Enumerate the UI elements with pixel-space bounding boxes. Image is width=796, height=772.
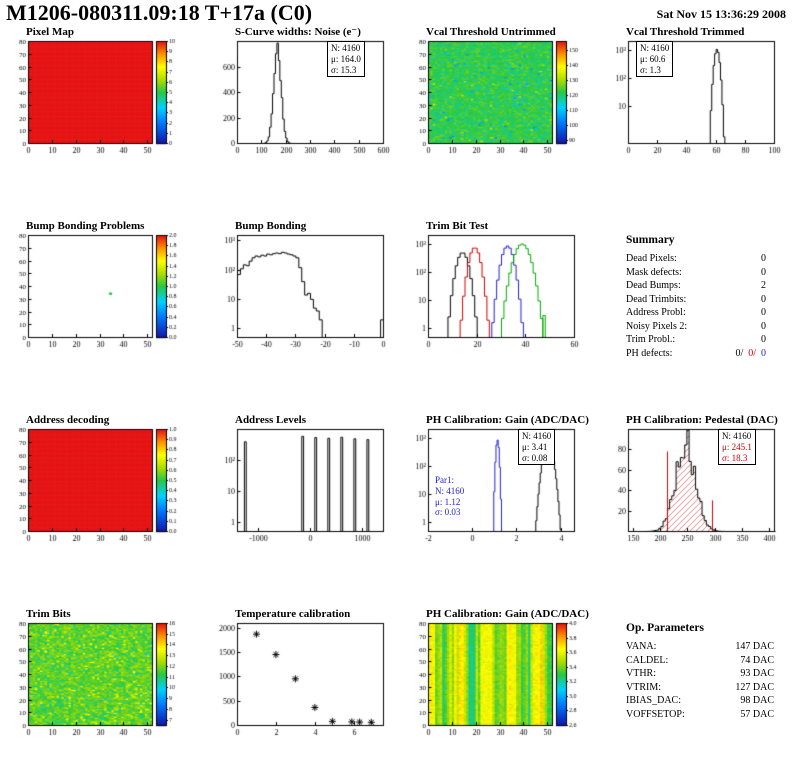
stats-box: N: 4160 μ: 245.1 σ: 18.3 xyxy=(718,429,756,466)
trim-bits-map-panel: Trim Bits xyxy=(2,608,202,758)
op-parameters-panel: Op. Parameters VANA: 147 DAC CALDEL: 74 DAC… xyxy=(626,622,774,721)
summary-panel: Summary Dead Pixels: 0 Mask defects: 0 Dead … xyxy=(626,234,766,360)
op-parameters-rows: VANA: 147 DAC CALDEL: 74 DAC VTHR: 93 DAC VTRI… xyxy=(626,640,774,721)
stats-box: N: 4160 μ: 60.6 σ: 1.3 xyxy=(636,41,674,78)
panel-row: Trim Probl.: 0 xyxy=(626,334,766,345)
vcal-untrimmed-canvas xyxy=(402,39,602,171)
panel-row: Address Probl: 0 xyxy=(626,307,766,318)
timestamp: Sat Nov 15 13:36:29 2008 xyxy=(656,7,786,21)
panel-row: VOFFSETOP: 57 DAC xyxy=(626,708,774,720)
chart-title: Address decoding xyxy=(26,414,110,426)
vcal-untrimmed-panel: Vcal Threshold Untrimmed xyxy=(402,26,602,176)
ph-pedestal-canvas xyxy=(602,427,796,559)
temperature-calibration-panel: Temperature calibration xyxy=(211,608,411,758)
ph-pedestal-panel: PH Calibration: Pedestal (DAC) N: 4160 μ:… xyxy=(602,414,796,564)
panel-row: Mask defects: 0 xyxy=(626,266,766,278)
summary-title: Summary xyxy=(626,234,675,246)
bump-problems-panel: Bump Bonding Problems xyxy=(2,220,202,370)
panel-row: CALDEL: 74 DAC xyxy=(626,654,774,666)
ph-gain-map-canvas xyxy=(402,621,602,753)
panel-row: Dead Pixels: 0 xyxy=(626,253,766,264)
scurve-noise-canvas xyxy=(211,39,411,171)
temperature-calibration-canvas xyxy=(211,621,411,753)
chart-title: Trim Bits xyxy=(26,608,71,620)
bump-bonding-panel: Bump Bonding xyxy=(211,220,411,370)
panel-row: VTHR: 93 DAC xyxy=(626,668,774,679)
vcal-trimmed-panel: Vcal Threshold Trimmed N: 4160 μ: 60.6 σ: … xyxy=(602,26,796,176)
chart-title: Address Levels xyxy=(235,414,306,426)
address-levels-panel: Address Levels xyxy=(211,414,411,564)
bump-bonding-canvas xyxy=(211,233,411,365)
scurve-noise-panel: S-Curve widths: Noise (e⁻) N: 4160 μ: 164… xyxy=(211,26,411,176)
stats-box: N: 4160 μ: 3.41 σ: 0.08 xyxy=(518,429,556,466)
panel-row: VANA: 147 DAC xyxy=(626,641,774,652)
panel-row: VTRIM: 127 DAC xyxy=(626,681,774,693)
pixel-map-panel: Pixel Map xyxy=(2,26,202,176)
summary-rows: Dead Pixels: 0 Mask defects: 0 Dead Bumps: 2 D… xyxy=(626,252,766,360)
chart-title: Bump Bonding Problems xyxy=(26,220,145,232)
chart-title: S-Curve widths: Noise (e⁻) xyxy=(235,26,361,38)
chart-title: PH Calibration: Gain (ADC/DAC) xyxy=(426,414,589,426)
address-levels-canvas xyxy=(211,427,411,559)
vcal-trimmed-canvas xyxy=(602,39,796,171)
bump-problems-canvas xyxy=(2,233,202,365)
trim-bit-test-panel: Trim Bit Test xyxy=(402,220,602,370)
address-decoding-canvas xyxy=(2,427,202,559)
ph-gain-map-panel: PH Calibration: Gain (ADC/DAC) xyxy=(402,608,602,758)
op-parameters-title: Op. Parameters xyxy=(626,622,704,634)
ph-gain-hist-canvas xyxy=(402,427,602,559)
panel-row: Dead Bumps: 2 xyxy=(626,280,766,291)
chart-title: PH Calibration: Pedestal (DAC) xyxy=(626,414,778,426)
chart-title: Temperature calibration xyxy=(235,608,351,620)
address-decoding-panel: Address decoding xyxy=(2,414,202,564)
chart-title: PH Calibration: Gain (ADC/DAC) xyxy=(426,608,589,620)
chart-title: Bump Bonding xyxy=(235,220,307,232)
chart-title: Trim Bit Test xyxy=(426,220,489,232)
chart-title: Vcal Threshold Untrimmed xyxy=(426,26,556,38)
stats-box: Par1: N: 4160 μ: 1.12 σ: 0.03 xyxy=(435,475,465,518)
chart-title: Pixel Map xyxy=(26,26,74,38)
panel-row: Dead Trimbits: 0 xyxy=(626,293,766,305)
chart-title: Vcal Threshold Trimmed xyxy=(626,26,745,38)
stats-box: N: 4160 μ: 164.0 σ: 15.3 xyxy=(327,41,365,78)
panel-row-ph-defects: PH defects: 0/0/0 xyxy=(626,347,766,359)
trim-bit-test-canvas xyxy=(402,233,602,365)
ph-gain-hist-panel: PH Calibration: Gain (ADC/DAC) N: 4160 μ:… xyxy=(402,414,602,564)
panel-row: Noisy Pixels 2: 0 xyxy=(626,320,766,332)
page-title: M1206-080311.09:18 T+17a (C0) xyxy=(6,0,313,25)
panel-row: IBIAS_DAC: 98 DAC xyxy=(626,695,774,706)
pixel-map-canvas xyxy=(2,39,202,171)
trim-bits-map-canvas xyxy=(2,621,202,753)
